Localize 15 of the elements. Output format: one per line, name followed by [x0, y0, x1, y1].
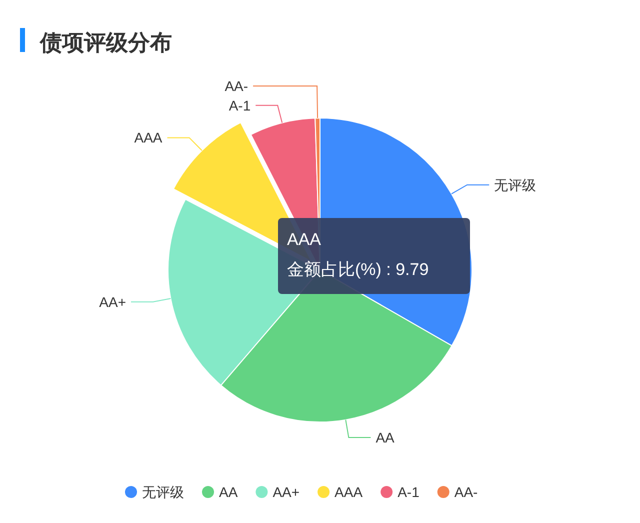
slice-label: AA-	[224, 78, 248, 94]
legend-label: AA	[219, 484, 238, 500]
legend-label: AA+	[272, 484, 300, 500]
slice-label: AA	[376, 430, 396, 446]
text: AAA	[287, 230, 322, 249]
legend-label: AAA	[334, 484, 364, 500]
chart-title: 债项评级分布	[39, 30, 172, 55]
legend-label: A-1	[398, 484, 420, 500]
slice-label: AAA	[134, 130, 163, 146]
text: 金额占比(%) : 9.79	[287, 260, 429, 279]
slice-label: AA+	[99, 294, 126, 310]
legend-label: AA-	[454, 484, 478, 500]
slice-label: A-1	[228, 97, 251, 114]
slice-label: 无评级	[494, 176, 536, 193]
legend-label: 无评级	[142, 484, 184, 500]
